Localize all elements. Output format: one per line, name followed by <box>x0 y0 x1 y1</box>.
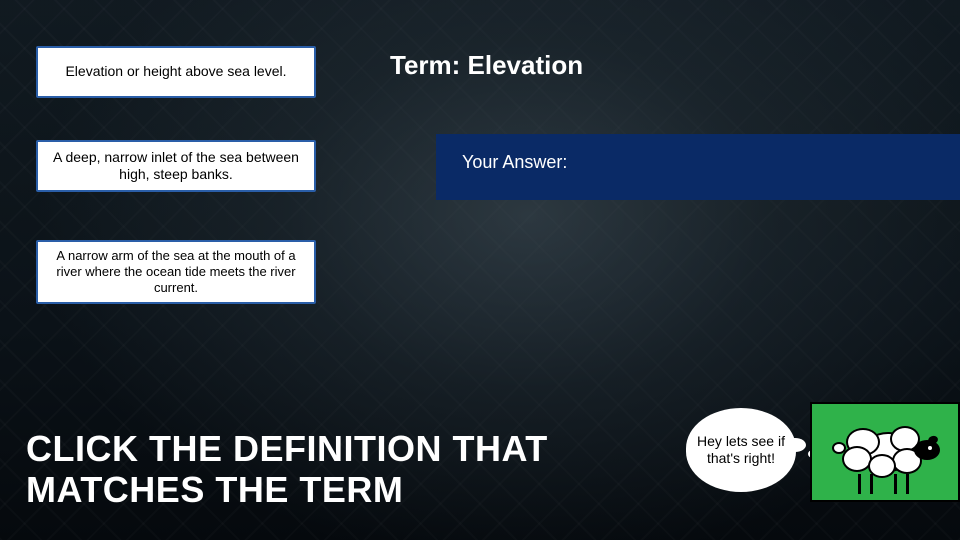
option-text-2: A deep, narrow inlet of the sea between … <box>48 149 304 184</box>
sheep-image <box>810 402 960 502</box>
option-card-1[interactable]: Elevation or height above sea level. <box>36 46 316 98</box>
term-label: Term: Elevation <box>390 50 583 81</box>
sheep-icon <box>836 426 926 476</box>
instruction-text: CLICK THE DEFINITION THAT MATCHES THE TE… <box>26 429 686 510</box>
option-text-3: A narrow arm of the sea at the mouth of … <box>48 248 304 297</box>
answer-label: Your Answer: <box>462 152 567 173</box>
speech-bubble: Hey lets see if that's right! <box>686 408 796 492</box>
speech-bubble-text: Hey lets see if that's right! <box>696 433 786 467</box>
option-text-1: Elevation or height above sea level. <box>65 63 286 81</box>
option-card-3[interactable]: A narrow arm of the sea at the mouth of … <box>36 240 316 304</box>
option-card-2[interactable]: A deep, narrow inlet of the sea between … <box>36 140 316 192</box>
